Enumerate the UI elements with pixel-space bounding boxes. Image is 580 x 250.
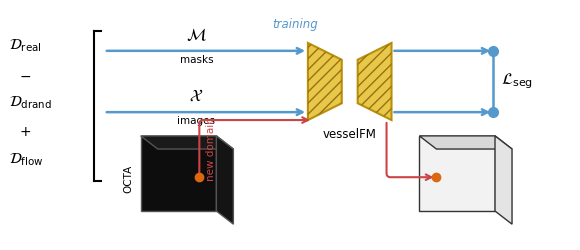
Text: $\mathcal{L}_{\mathrm{seg}}$: $\mathcal{L}_{\mathrm{seg}}$ [501,72,533,91]
Text: $\mathcal{D}_{\mathrm{flow}}$: $\mathcal{D}_{\mathrm{flow}}$ [9,151,44,168]
Text: new domain: new domain [206,117,216,180]
Text: $-$: $-$ [19,68,31,82]
Text: $\mathcal{D}_{\mathrm{drand}}$: $\mathcal{D}_{\mathrm{drand}}$ [9,94,52,110]
Text: masks: masks [180,55,213,65]
Text: vesselFM: vesselFM [323,128,376,141]
Text: $+$: $+$ [19,125,31,139]
Text: training: training [272,18,318,31]
Text: images: images [177,116,215,126]
Text: $\mathcal{D}_{\mathrm{real}}$: $\mathcal{D}_{\mathrm{real}}$ [9,38,42,54]
Polygon shape [141,136,233,149]
Polygon shape [495,136,512,224]
Polygon shape [141,136,216,211]
Polygon shape [419,136,512,149]
Polygon shape [216,136,233,224]
Polygon shape [308,43,342,120]
Text: OCTA: OCTA [124,164,134,192]
Polygon shape [419,136,495,211]
Text: $\mathcal{M}$: $\mathcal{M}$ [186,26,207,44]
Polygon shape [358,43,392,120]
Text: $\mathcal{X}$: $\mathcal{X}$ [189,87,204,105]
